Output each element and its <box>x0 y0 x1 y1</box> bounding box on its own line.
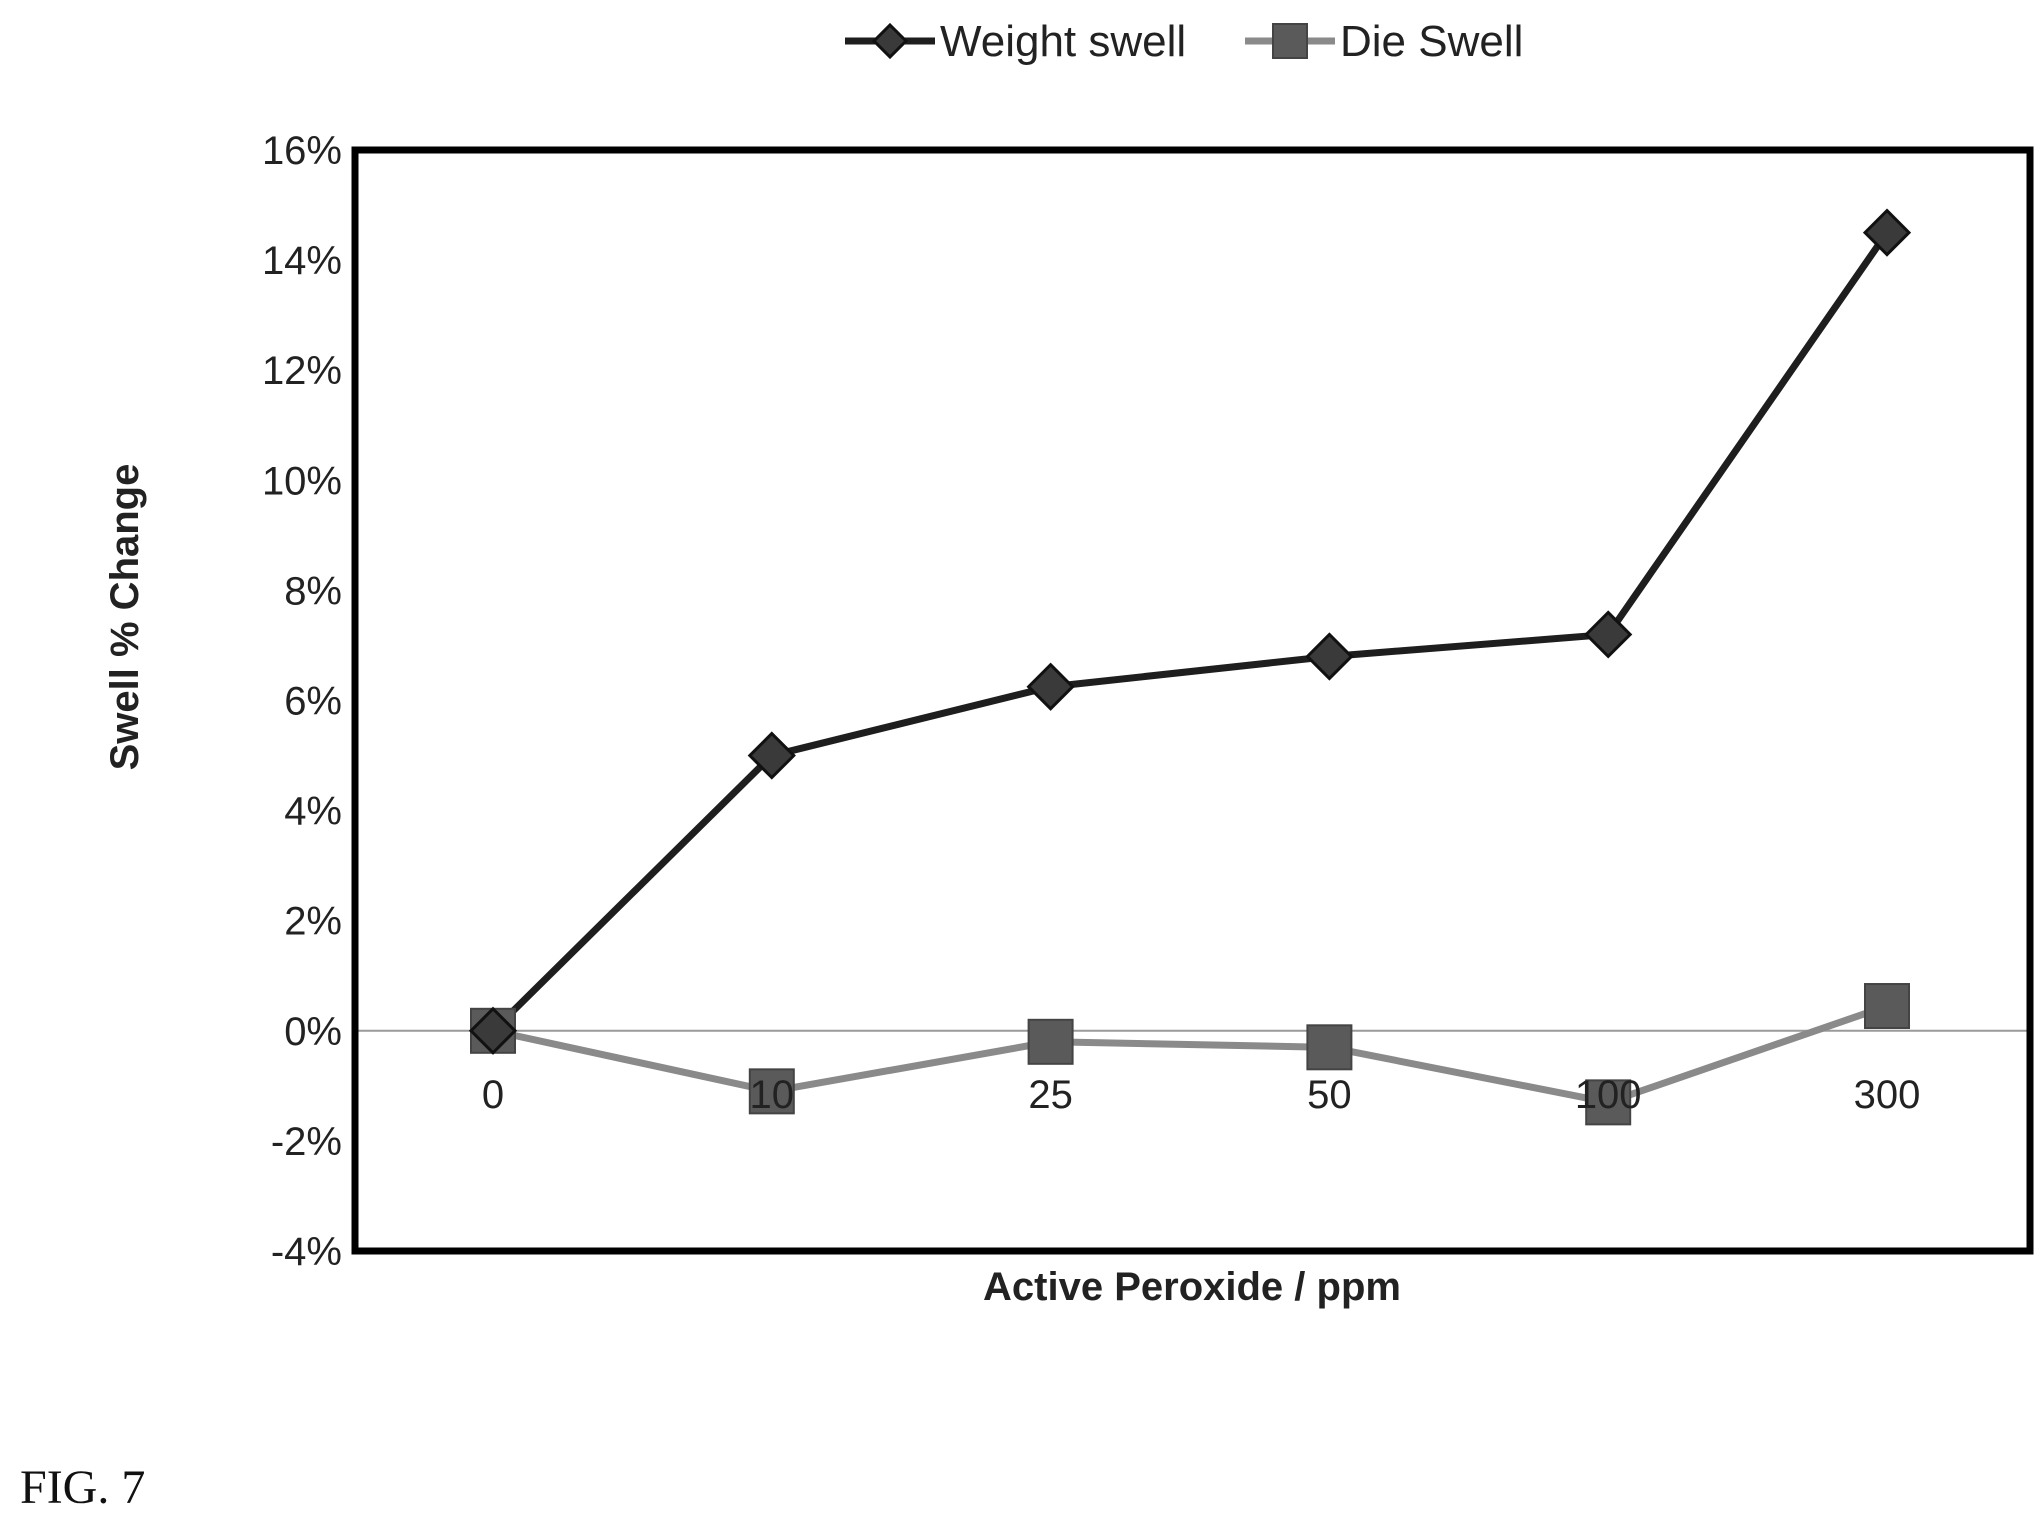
legend-item-weight-swell: Weight swell <box>845 17 1186 66</box>
data-point-weight-swell <box>468 1006 518 1055</box>
y-tick-label: 16% <box>262 129 342 173</box>
series-line-weight-swell <box>490 230 1890 1034</box>
y-tick-label: 4% <box>284 790 342 834</box>
x-tick-label: 25 <box>1028 1073 1073 1117</box>
legend-label-die-swell: Die Swell <box>1340 17 1523 66</box>
series-markers <box>468 208 1912 1126</box>
legend-marker-weight-swell <box>871 22 909 60</box>
y-tick-label: 14% <box>262 239 342 283</box>
data-point-die-swell <box>1027 1018 1074 1065</box>
figure-label: FIG. 7 <box>20 1461 146 1514</box>
y-tick-label: 2% <box>284 900 342 944</box>
y-tick-label: 12% <box>262 349 342 393</box>
legend-label-weight-swell: Weight swell <box>940 17 1186 66</box>
y-axis-tick-labels: -4% -2% 0% 2% 4% 6% 8% 10% 12% 14% 16% <box>262 129 342 1274</box>
x-axis-tick-labels: 0 10 25 50 100 300 <box>482 1073 1921 1117</box>
x-tick-label: 100 <box>1575 1073 1642 1117</box>
y-tick-label: -2% <box>271 1120 342 1164</box>
x-axis-title: Active Peroxide / ppm <box>983 1265 1401 1309</box>
y-tick-label: -4% <box>271 1230 342 1274</box>
series-lines <box>490 230 1890 1106</box>
y-tick-label: 10% <box>262 459 342 503</box>
data-point-weight-swell <box>747 731 796 780</box>
legend: Weight swell Die Swell <box>845 17 1523 66</box>
y-axis-title: Swell % Change <box>103 464 147 771</box>
y-tick-label: 6% <box>284 680 342 724</box>
x-tick-label: 300 <box>1854 1073 1921 1117</box>
x-tick-label: 10 <box>750 1073 795 1117</box>
series-line-die-swell <box>492 1002 1889 1106</box>
data-point-weight-swell <box>1026 662 1075 711</box>
x-tick-label: 50 <box>1307 1073 1352 1117</box>
data-point-die-swell <box>748 1068 795 1115</box>
data-point-die-swell <box>1306 1024 1353 1071</box>
legend-item-die-swell: Die Swell <box>1245 17 1523 66</box>
legend-marker-die-swell <box>1272 23 1308 59</box>
data-point-die-swell <box>1585 1079 1632 1126</box>
data-point-die-swell <box>1864 983 1910 1030</box>
plot-area-frame <box>351 146 2034 1255</box>
y-tick-label: 0% <box>284 1010 342 1054</box>
y-tick-label: 8% <box>284 569 342 613</box>
data-point-weight-swell <box>1584 610 1633 659</box>
x-tick-label: 0 <box>482 1073 504 1117</box>
data-point-weight-swell <box>1305 632 1354 681</box>
data-point-weight-swell <box>1862 208 1912 257</box>
